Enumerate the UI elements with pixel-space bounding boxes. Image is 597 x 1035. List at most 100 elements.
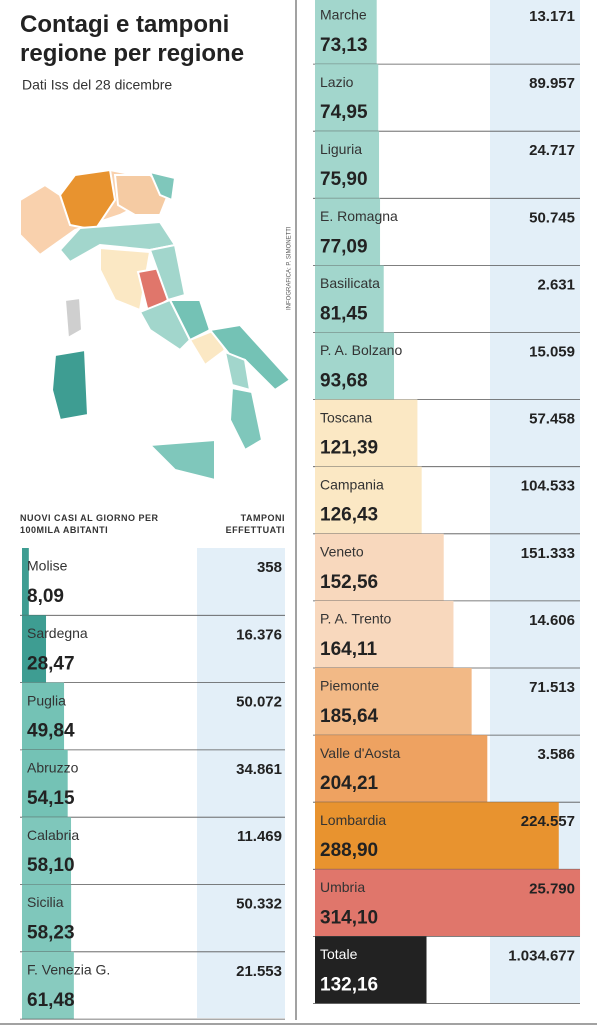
chart-title: Contagi e tamponi regione per regione bbox=[20, 11, 245, 67]
value-label: 152,56 bbox=[320, 572, 378, 593]
value-label: 73,13 bbox=[320, 35, 368, 56]
bar bbox=[315, 265, 384, 333]
bar bbox=[315, 0, 377, 65]
region-name: Calabria bbox=[27, 827, 79, 843]
value-label: 74,95 bbox=[320, 102, 368, 123]
region-name: Lazio bbox=[320, 74, 354, 90]
tests-label: 15.059 bbox=[529, 343, 575, 360]
tests-label: 3.586 bbox=[537, 746, 575, 763]
map-lazio bbox=[138, 298, 192, 352]
value-label: 288,90 bbox=[320, 840, 378, 861]
bar bbox=[315, 668, 472, 736]
tests-column bbox=[197, 548, 285, 1018]
region-name: Valle d'Aosta bbox=[320, 745, 400, 761]
tests-label: 224.557 bbox=[521, 813, 575, 830]
tests-label: 11.469 bbox=[237, 828, 282, 845]
region-name: Campania bbox=[320, 476, 384, 492]
map-corsica bbox=[63, 296, 84, 340]
bar bbox=[22, 817, 72, 885]
map-sardegna bbox=[50, 348, 90, 422]
value-label: 49,84 bbox=[27, 721, 75, 742]
bar bbox=[315, 600, 454, 668]
tests-label: 14.606 bbox=[529, 612, 575, 629]
tests-label: 34.861 bbox=[236, 761, 282, 778]
bar bbox=[315, 802, 559, 870]
rows: Molise 8,09 358 Sardegna 28,47 16.376 Puglia 49… bbox=[20, 0, 581, 1020]
bar bbox=[315, 735, 488, 803]
region-name: Sardegna bbox=[27, 625, 88, 641]
bar bbox=[315, 533, 444, 601]
region-name: Toscana bbox=[320, 409, 372, 425]
bar bbox=[315, 332, 395, 400]
map-sicilia bbox=[147, 438, 216, 482]
value-label: 75,90 bbox=[320, 169, 368, 190]
region-name: Sicilia bbox=[27, 894, 64, 910]
bar bbox=[315, 64, 379, 132]
region-name: P. A. Trento bbox=[320, 611, 392, 627]
region-name: Puglia bbox=[27, 692, 66, 708]
value-header: NUOVI CASI AL GIORNO PER 100MILA ABITANT… bbox=[20, 513, 159, 535]
map-basilicata bbox=[223, 350, 252, 392]
value-label: 185,64 bbox=[320, 706, 379, 727]
bar bbox=[315, 936, 427, 1004]
tests-label: 71.513 bbox=[529, 679, 575, 696]
tests-label: 2.631 bbox=[537, 276, 575, 293]
region-name: Piemonte bbox=[320, 678, 379, 694]
tests-label: 13.171 bbox=[529, 8, 575, 25]
region-name: E. Romagna bbox=[320, 208, 398, 224]
map-toscana bbox=[99, 246, 152, 312]
tests-label: 50.332 bbox=[236, 895, 282, 912]
tests-label: 89.957 bbox=[529, 75, 575, 92]
value-header-box: NUOVI CASI AL GIORNO PER 100MILA ABITANT… bbox=[20, 513, 159, 535]
bar bbox=[22, 951, 74, 1020]
bar bbox=[22, 749, 68, 818]
value-label: 204,21 bbox=[320, 773, 379, 794]
map-emilia-liguria bbox=[58, 220, 177, 264]
credit: INFOGRAFICA: P. SIMONETTI bbox=[287, 226, 293, 310]
tests-label: 24.717 bbox=[529, 142, 575, 159]
tests-label: 21.553 bbox=[236, 963, 282, 980]
map-marche bbox=[148, 243, 187, 302]
bar bbox=[22, 615, 47, 683]
value-label: 314,10 bbox=[320, 907, 378, 928]
tests-header: TAMPONI EFFETTUATI bbox=[225, 513, 285, 535]
tests-label: 1.034.677 bbox=[508, 947, 575, 964]
tests-label: 57.458 bbox=[529, 411, 575, 428]
map-lombardia bbox=[58, 168, 117, 232]
value-label: 132,16 bbox=[320, 974, 378, 995]
bar bbox=[315, 198, 381, 266]
region-name: Marche bbox=[320, 7, 367, 23]
region-name: Lombardia bbox=[320, 812, 386, 828]
value-label: 61,48 bbox=[27, 990, 75, 1011]
tests-label: 50.745 bbox=[529, 209, 575, 226]
value-label: 58,23 bbox=[27, 923, 75, 944]
bar bbox=[315, 869, 581, 937]
region-name: Veneto bbox=[320, 544, 364, 560]
value-label: 77,09 bbox=[320, 236, 368, 257]
value-label: 54,15 bbox=[27, 788, 75, 809]
tests-header-box: TAMPONI EFFETTUATI bbox=[225, 513, 285, 535]
value-label: 121,39 bbox=[320, 438, 378, 459]
bar bbox=[315, 466, 422, 534]
subtitle: Dati Iss del 28 dicembre bbox=[22, 77, 172, 93]
value-label: 126,43 bbox=[320, 505, 378, 526]
tests-label: 358 bbox=[257, 559, 282, 576]
region-name: Liguria bbox=[320, 141, 362, 157]
bar bbox=[22, 884, 72, 952]
value-label: 58,10 bbox=[27, 855, 75, 876]
map bbox=[19, 168, 292, 482]
bar bbox=[22, 548, 29, 616]
tests-label: 16.376 bbox=[236, 626, 282, 643]
region-name: F. Venezia G. bbox=[27, 962, 110, 978]
value-label: 28,47 bbox=[27, 653, 75, 674]
region-name: Abruzzo bbox=[27, 760, 79, 776]
region-name: P. A. Bolzano bbox=[320, 342, 402, 358]
map-fvg bbox=[148, 170, 177, 202]
value-label: 8,09 bbox=[27, 586, 64, 607]
region-name: Umbria bbox=[320, 879, 365, 895]
value-label: 164,11 bbox=[320, 639, 377, 660]
value-label: 81,45 bbox=[320, 303, 368, 324]
region-name: Molise bbox=[27, 558, 68, 574]
tests-label: 104.533 bbox=[521, 478, 575, 495]
